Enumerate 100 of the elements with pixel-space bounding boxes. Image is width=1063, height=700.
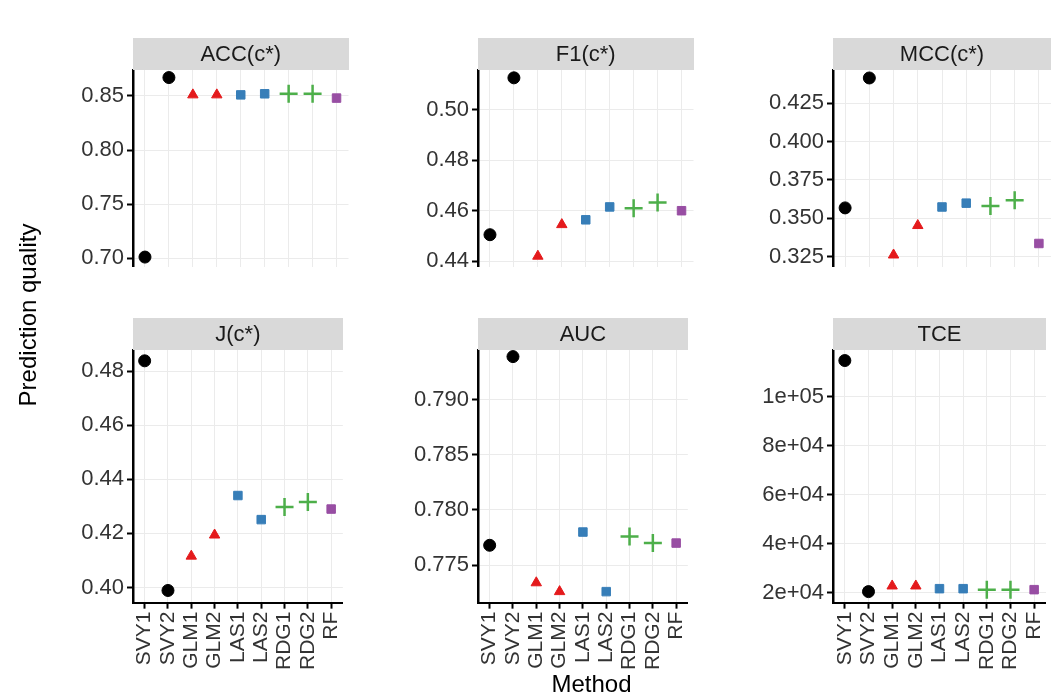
point	[1029, 584, 1039, 595]
point	[256, 514, 266, 525]
point	[861, 585, 875, 599]
y-tick-label: 0.80	[81, 136, 124, 162]
point	[838, 354, 852, 368]
y-tick-label: 0.790	[413, 385, 469, 411]
point	[838, 201, 852, 215]
x-tick-label: RF	[662, 611, 686, 640]
x-tick-label: GLM1	[178, 611, 202, 669]
point	[604, 202, 615, 212]
y-tick-label: 0.775	[413, 551, 469, 577]
point	[236, 90, 246, 100]
x-tick-label: RDG1	[973, 611, 997, 671]
point	[233, 490, 243, 501]
x-tick-label: GLM1	[523, 611, 547, 669]
x-tick-label: RDG2	[997, 611, 1021, 671]
x-tick-label: RF	[317, 611, 341, 640]
chart-title: AUC	[478, 318, 688, 350]
point	[331, 93, 342, 103]
x-tick-label: LAS2	[949, 611, 973, 664]
point	[910, 579, 922, 590]
point	[162, 71, 176, 85]
y-tick-label: 0.785	[413, 440, 469, 466]
point	[886, 579, 898, 590]
point	[297, 491, 319, 513]
y-tick-label: 0.85	[81, 82, 124, 108]
point	[532, 249, 544, 260]
y-tick-label: 0.75	[81, 190, 124, 216]
x-tick-label: RF	[1020, 611, 1044, 640]
chart-title: ACC(c*)	[133, 38, 349, 70]
y-tick-label: 0.50	[426, 95, 469, 121]
point	[208, 528, 221, 539]
point	[961, 198, 971, 208]
point	[912, 219, 924, 230]
y-tick-label: 4e+04	[762, 529, 824, 555]
point	[862, 71, 876, 85]
point	[274, 496, 295, 518]
x-tick-label: SVY2	[855, 611, 879, 666]
point	[980, 195, 1001, 217]
chart-title: F1(c*)	[478, 38, 694, 70]
point	[278, 83, 299, 105]
point	[578, 527, 588, 537]
point	[187, 88, 199, 99]
x-tick-label: GLM1	[878, 611, 902, 669]
point	[581, 215, 591, 225]
chart-title: MCC(c*)	[833, 38, 1051, 70]
x-tick-label: SVY1	[131, 611, 155, 666]
y-tick-label: 0.780	[413, 496, 469, 522]
x-tick-label: RDG1	[616, 611, 640, 671]
point	[507, 71, 521, 85]
x-tick-label: GLM2	[902, 611, 926, 669]
x-tick-label: LAS1	[569, 611, 593, 664]
x-tick-label: SVY2	[154, 611, 178, 666]
x-tick-label: GLM2	[201, 611, 225, 669]
point	[483, 538, 497, 552]
x-axis-title: Method	[551, 670, 632, 698]
y-tick-label: 0.48	[81, 357, 124, 383]
point	[619, 526, 640, 547]
y-tick-label: 0.44	[426, 247, 469, 273]
point	[1034, 238, 1044, 249]
x-tick-label: GLM2	[546, 611, 570, 669]
point	[887, 248, 900, 259]
y-tick-label: 0.42	[81, 519, 124, 545]
point	[937, 202, 947, 212]
x-tick-label: LAS1	[926, 611, 950, 664]
point	[161, 583, 175, 597]
y-tick-label: 0.44	[81, 465, 124, 491]
x-tick-label: LAS2	[248, 611, 272, 664]
x-tick-label: SVY1	[476, 611, 500, 666]
point	[326, 504, 336, 514]
y-tick-label: 0.400	[768, 127, 824, 153]
y-tick-label: 0.40	[81, 573, 124, 599]
x-tick-label: SVY2	[499, 611, 523, 666]
chart-title: J(c*)	[133, 318, 343, 350]
point	[483, 228, 497, 242]
y-tick-label: 0.425	[768, 89, 824, 115]
point	[958, 583, 968, 594]
point	[934, 583, 945, 594]
y-tick-label: 0.375	[768, 165, 824, 191]
x-tick-label: RDG1	[271, 611, 295, 671]
point	[259, 89, 270, 99]
y-axis-title: Prediction quality	[13, 223, 42, 407]
y-tick-label: 0.46	[81, 411, 124, 437]
y-tick-label: 0.48	[426, 146, 469, 172]
point	[211, 88, 223, 99]
point	[642, 532, 664, 554]
point	[185, 549, 197, 560]
chart-title: TCE	[833, 318, 1046, 350]
point	[623, 197, 644, 219]
point	[553, 585, 566, 596]
point	[138, 354, 152, 368]
point	[530, 576, 542, 587]
x-tick-label: LAS1	[224, 611, 248, 664]
y-tick-label: 6e+04	[762, 480, 824, 506]
point	[1004, 189, 1025, 211]
y-tick-label: 1e+05	[762, 382, 824, 408]
x-tick-label: RDG2	[294, 611, 318, 671]
point	[601, 586, 611, 597]
point	[647, 192, 668, 213]
y-tick-label: 2e+04	[762, 578, 824, 604]
